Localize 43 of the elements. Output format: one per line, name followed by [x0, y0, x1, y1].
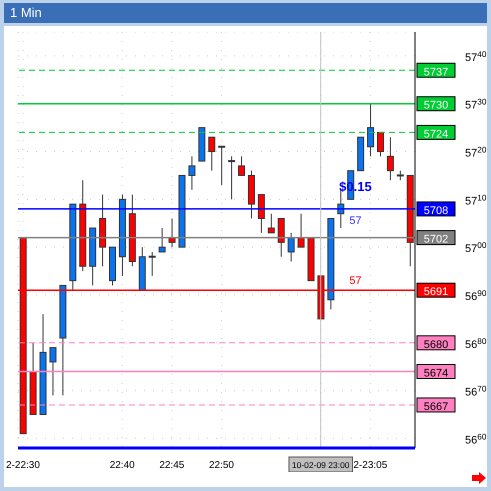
y-tick-label: 57$^{40}$: [465, 49, 487, 64]
ref-line-label: 5680: [424, 338, 448, 351]
chart-title: 1 Min: [4, 3, 487, 23]
y-tick-label: 56$^{60}$: [465, 432, 487, 446]
candlestick: [396, 170, 404, 181]
candlestick: [288, 232, 295, 262]
ref-line-label: 5737: [424, 66, 448, 78]
ref-line-label: 5708: [424, 204, 448, 217]
x-tick-label: 22:40: [110, 460, 136, 471]
y-tick-label: 57$^{30}$: [465, 97, 487, 112]
ref-line-label: 5691: [424, 286, 448, 298]
ref-line-label: 5674: [424, 367, 448, 380]
candlestick: [376, 132, 384, 157]
y-tick-label: 56$^{90}$: [465, 288, 487, 303]
x-tick-label: 2-23:05: [353, 460, 388, 471]
candlestick: [367, 103, 374, 157]
annotation: 57: [349, 215, 362, 227]
candlestick: [188, 156, 196, 190]
x-tick-label: 22:50: [208, 460, 234, 471]
candlestick: [228, 156, 236, 200]
y-tick-label: 56$^{80}$: [465, 336, 487, 351]
candlestick: [218, 146, 226, 186]
candlestick: [49, 347, 56, 396]
candlestick: [258, 194, 265, 234]
candlestick: [268, 213, 275, 234]
y-tick-label: 56$^{70}$: [465, 384, 487, 399]
y-tick-label: 57$^{00}$: [465, 240, 487, 256]
ref-line-label: 5730: [424, 100, 448, 112]
candlestick: [386, 136, 394, 181]
annotation: 57: [349, 275, 362, 287]
candlestick: [148, 251, 156, 276]
x-tick-label: 22:45: [159, 460, 185, 471]
candlestick: [208, 136, 216, 172]
ref-line-label: 5724: [424, 128, 448, 140]
x-tick-label: 2-22:30: [6, 460, 40, 471]
ref-line-label: 5702: [424, 234, 448, 246]
ref-line-label: 5667: [424, 400, 448, 413]
y-tick-label: 57$^{10}$: [465, 192, 487, 208]
candlestick: [158, 228, 166, 252]
candlestick: [238, 156, 246, 176]
candlestick: [278, 218, 285, 258]
x-tick-label: 10-02-09 23:00: [292, 460, 350, 470]
y-tick-label: 57$^{20}$: [465, 145, 487, 160]
